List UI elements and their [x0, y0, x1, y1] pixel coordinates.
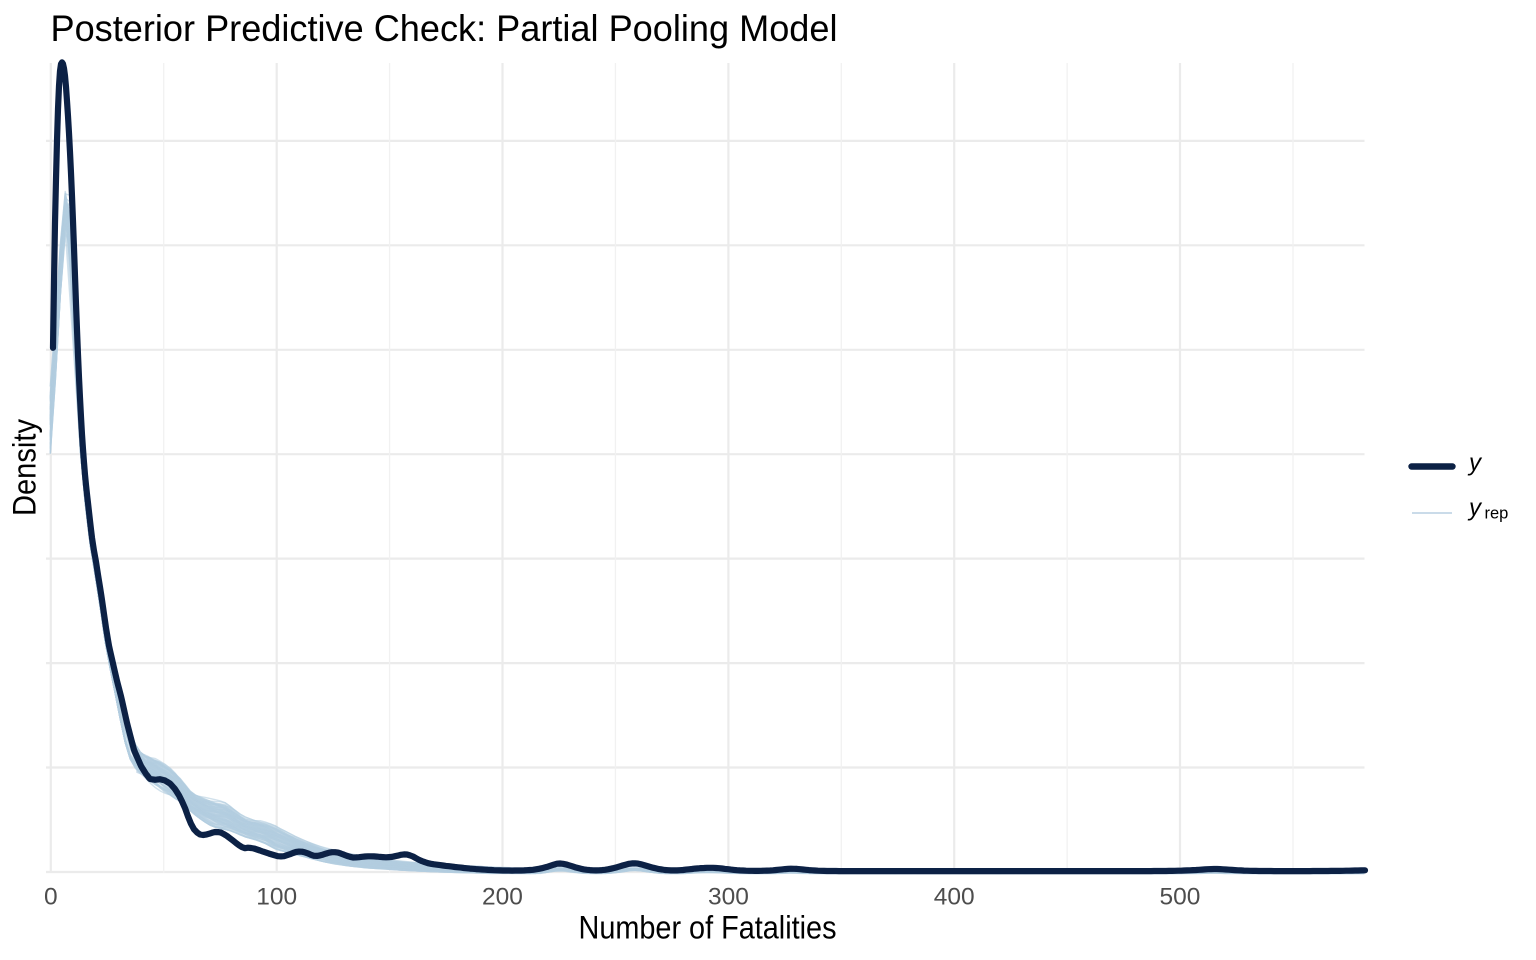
svg-text:y: y: [1467, 494, 1483, 521]
svg-text:y: y: [1467, 450, 1483, 477]
svg-text:0: 0: [44, 884, 58, 911]
svg-text:rep: rep: [1485, 504, 1509, 522]
svg-text:Number of Fatalities: Number of Fatalities: [579, 910, 837, 946]
svg-text:500: 500: [1160, 884, 1201, 911]
svg-text:Posterior Predictive Check: Pa: Posterior Predictive Check: Partial Pool…: [51, 7, 838, 49]
svg-text:300: 300: [708, 884, 749, 911]
svg-text:100: 100: [256, 884, 297, 911]
svg-text:400: 400: [934, 884, 975, 911]
svg-text:Density: Density: [7, 418, 43, 516]
svg-text:200: 200: [482, 884, 523, 911]
